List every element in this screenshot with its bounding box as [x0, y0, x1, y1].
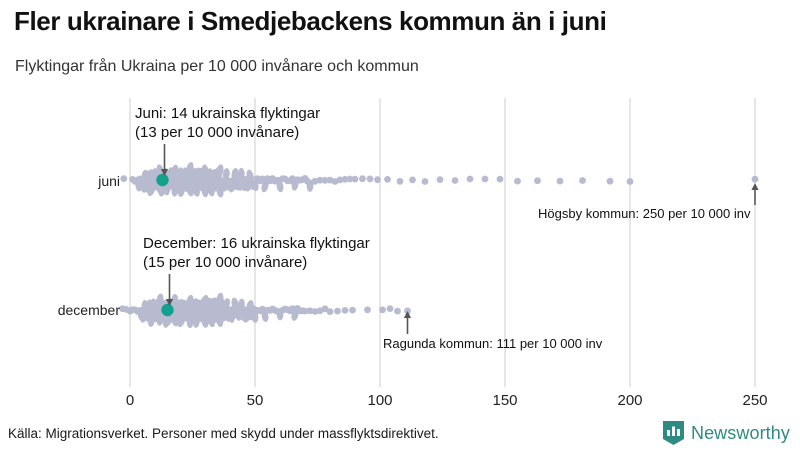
data-point: [311, 308, 319, 315]
callout-ragunda: Ragunda kommun: 111 per 10 000 inv: [383, 336, 603, 351]
data-point: [261, 180, 269, 193]
y-axis-label-december: december: [57, 302, 120, 318]
data-point: [751, 175, 759, 183]
chart-subtitle: Flyktingar från Ukraina per 10 000 invån…: [15, 58, 419, 75]
annotation-december-line2: (15 per 10 000 invånare): [143, 254, 308, 271]
data-point: [386, 305, 394, 312]
newsworthy-logo: Newsworthy: [662, 421, 790, 445]
data-point: [231, 297, 239, 310]
x-tick-label: 250: [742, 392, 768, 409]
data-point: [579, 177, 586, 184]
annotation-december-line1: December: 16 ukrainska flyktingar: [143, 235, 370, 252]
highlight-point: [161, 303, 174, 317]
data-point: [336, 176, 344, 184]
data-point: [436, 176, 444, 184]
callout-arrow-ragunda-head: [403, 311, 412, 318]
data-point: [321, 305, 329, 313]
data-point: [341, 175, 349, 183]
x-tick-label: 50: [246, 392, 264, 409]
callout-arrow-hogsby-head: [751, 183, 759, 190]
data-point: [451, 177, 459, 184]
page-title: Fler ukrainare i Smedjebackens kommun än…: [14, 6, 607, 36]
callout-hogsby: Högsby kommun: 250 per 10 000 inv: [538, 206, 751, 221]
data-point: [359, 175, 366, 183]
data-point: [384, 176, 391, 183]
data-point: [374, 176, 381, 184]
data-point: [481, 175, 489, 183]
data-point: [276, 179, 284, 193]
data-point: [364, 306, 371, 314]
x-tick-label: 150: [492, 392, 518, 409]
annotation-arrow-december-head: [165, 299, 174, 306]
data-point: [409, 176, 416, 184]
data-point: [135, 179, 143, 192]
data-point: [514, 177, 521, 185]
data-point: [496, 175, 504, 183]
data-point: [316, 176, 324, 184]
data-point: [556, 177, 564, 185]
data-point: [626, 178, 634, 185]
data-point: [326, 308, 334, 315]
data-point: [606, 177, 614, 185]
highlight-point: [156, 173, 169, 187]
x-tick-label: 200: [617, 392, 643, 409]
x-tick-label: 0: [125, 392, 135, 409]
data-point: [216, 164, 224, 177]
data-point: [231, 168, 239, 181]
data-point: [341, 307, 349, 314]
newsworthy-label: Newsworthy: [690, 422, 790, 443]
data-point: [351, 175, 359, 183]
data-point: [120, 175, 128, 183]
annotation-juni-line1: Juni: 14 ukrainska flyktingar: [135, 105, 321, 122]
data-point: [259, 175, 266, 183]
annotation-december: December: 16 ukrainska flyktingar (15 pe…: [143, 234, 370, 272]
data-point: [466, 175, 474, 183]
x-tick-label: 100: [367, 392, 393, 409]
data-point: [306, 179, 314, 192]
data-point: [379, 306, 386, 314]
bar-chart-icon: [662, 421, 684, 445]
data-point: [334, 307, 341, 315]
y-axis-label-juni: juni: [98, 173, 120, 189]
data-point: [366, 175, 374, 183]
data-point: [534, 177, 541, 185]
data-point: [404, 307, 411, 315]
data-point: [421, 178, 429, 185]
annotation-juni-line2: (13 per 10 000 invånare): [135, 124, 300, 141]
annotation-juni: Juni: 14 ukrainska flyktingar (13 per 10…: [135, 104, 320, 142]
data-point: [222, 168, 230, 181]
annotation-arrow-juni-head: [160, 169, 169, 176]
data-point: [346, 175, 354, 183]
data-point: [306, 307, 314, 315]
data-point: [394, 307, 401, 315]
data-point: [349, 306, 356, 314]
source-note: Källa: Migrationsverket. Personer med sk…: [8, 426, 439, 441]
data-point: [301, 307, 309, 315]
data-point: [321, 176, 329, 184]
data-point: [396, 177, 404, 185]
